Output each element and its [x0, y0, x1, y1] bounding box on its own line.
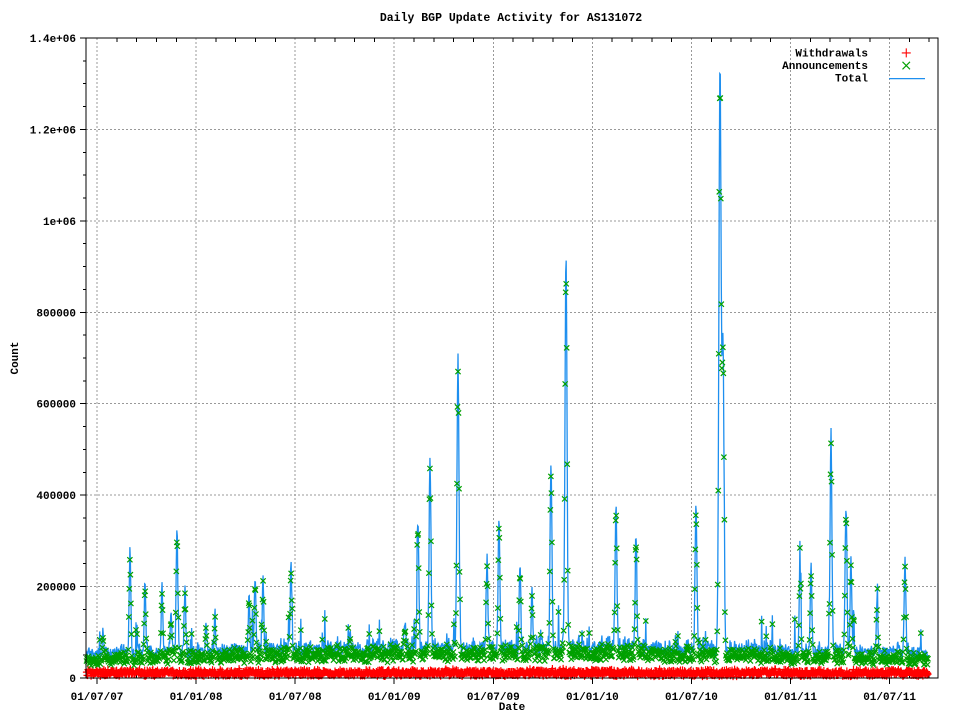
svg-text:01/01/08: 01/01/08	[170, 692, 223, 704]
svg-text:01/01/11: 01/01/11	[764, 692, 817, 704]
svg-text:600000: 600000	[36, 400, 76, 412]
svg-text:01/07/10: 01/07/10	[665, 692, 718, 704]
svg-text:01/07/11: 01/07/11	[863, 692, 916, 704]
svg-text:01/07/08: 01/07/08	[269, 692, 322, 704]
svg-text:800000: 800000	[36, 308, 76, 320]
svg-text:Date: Date	[499, 702, 526, 714]
svg-text:Daily BGP Update Activity for: Daily BGP Update Activity for AS131072	[380, 12, 642, 25]
svg-text:Announcements: Announcements	[782, 61, 868, 73]
svg-text:1.2e+06: 1.2e+06	[30, 125, 76, 137]
svg-text:1.4e+06: 1.4e+06	[30, 34, 76, 46]
svg-text:1e+06: 1e+06	[43, 217, 76, 229]
svg-text:01/01/10: 01/01/10	[566, 692, 619, 704]
svg-text:01/07/07: 01/07/07	[71, 692, 124, 704]
svg-text:400000: 400000	[36, 491, 76, 503]
svg-text:Withdrawals: Withdrawals	[795, 49, 868, 61]
svg-text:Count: Count	[10, 341, 22, 374]
svg-text:Total: Total	[835, 74, 868, 86]
svg-text:200000: 200000	[36, 583, 76, 595]
svg-text:01/01/09: 01/01/09	[368, 692, 421, 704]
svg-text:0: 0	[69, 674, 76, 686]
